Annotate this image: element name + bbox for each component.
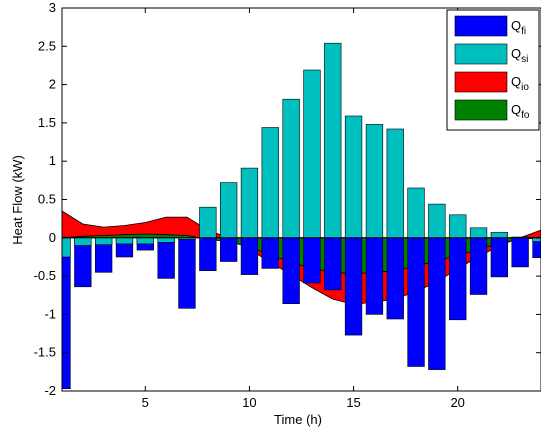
y-tick-label: -2 — [44, 383, 56, 398]
bar-q-si-h3 — [95, 237, 113, 246]
y-tick-label: 0 — [49, 230, 56, 245]
bar-q-fi-h1 — [61, 237, 71, 389]
bar-q-fi-h7 — [178, 237, 196, 309]
y-tick-label: 1.5 — [38, 115, 56, 130]
legend-swatch-q-io — [454, 71, 508, 93]
bar-q-si-h16 — [365, 124, 384, 239]
legend-label-q-fo: Qfo — [511, 102, 530, 121]
bar-q-fi-h22 — [490, 237, 509, 278]
x-tick-label: 20 — [450, 395, 464, 410]
bar-q-fi-h20 — [449, 237, 467, 321]
y-tick-label: 0.5 — [38, 192, 56, 207]
bar-q-si-h20 — [449, 214, 467, 239]
legend-swatch-q-fo — [454, 99, 508, 121]
x-axis-label: Time (h) — [274, 412, 322, 427]
x-tick-label: 15 — [346, 395, 360, 410]
legend: Qfi Qsi Qio Qfo — [446, 9, 540, 131]
bar-q-si-h11 — [261, 127, 279, 239]
bar-q-fi-h12 — [282, 237, 300, 305]
bar-q-fi-h10 — [240, 237, 259, 275]
y-tick-label: -0.5 — [34, 268, 56, 283]
bar-q-si-h8 — [199, 206, 217, 239]
bar-q-fi-h14 — [324, 237, 342, 291]
bar-q-fi-h9 — [220, 237, 238, 262]
bar-q-fi-h8 — [199, 237, 217, 272]
bar-q-si-h19 — [428, 203, 446, 239]
legend-label-q-fi: Qfi — [511, 18, 526, 37]
x-tick-label: 5 — [142, 395, 149, 410]
bar-q-si-h2 — [74, 237, 92, 246]
bar-q-fi-h11 — [261, 237, 279, 269]
bar-q-si-h10 — [240, 167, 259, 239]
bar-q-fi-h13 — [303, 237, 321, 284]
legend-label-q-si: Qsi — [511, 46, 528, 65]
y-tick-label: 3 — [49, 0, 56, 15]
x-tick-label: 10 — [242, 395, 256, 410]
bar-q-si-h1 — [61, 237, 71, 258]
bar-q-fi-h15 — [344, 237, 363, 336]
legend-label-q-io: Qio — [511, 74, 529, 93]
bar-q-si-h9 — [220, 182, 238, 239]
bar-q-si-h13 — [303, 69, 321, 239]
bar-q-si-h5 — [136, 237, 155, 245]
bar-layer — [61, 42, 541, 389]
bar-q-fi-h17 — [386, 237, 404, 320]
bar-q-si-h22 — [490, 232, 509, 239]
bar-q-fi-h19 — [428, 237, 446, 370]
y-tick-label: 2.5 — [38, 38, 56, 53]
y-tick-label: 2 — [49, 77, 56, 92]
bar-q-si-h12 — [282, 98, 300, 239]
bar-q-fi-h21 — [469, 237, 488, 295]
bar-q-si-h14 — [324, 42, 342, 239]
bar-q-fi-h6 — [157, 237, 175, 279]
bar-q-si-h17 — [386, 128, 404, 239]
y-axis-label: Heat Flow (kW) — [10, 155, 25, 245]
y-axis-ticks: -2 -1.5 -1 -0.5 0 0.5 1 1.5 2 2.5 3 — [34, 0, 541, 398]
legend-swatch-q-si — [454, 43, 508, 65]
bar-q-fi-h16 — [365, 237, 384, 315]
bar-q-si-h15 — [344, 115, 363, 239]
y-tick-label: -1.5 — [34, 345, 56, 360]
y-tick-label: 1 — [49, 153, 56, 168]
bar-q-si-h4 — [115, 237, 134, 245]
bar-q-si-h6 — [157, 237, 175, 243]
legend-swatch-q-fi — [454, 15, 508, 37]
bar-q-si-h21 — [469, 227, 488, 239]
x-axis-ticks: 5 10 15 20 — [142, 8, 465, 410]
bar-q-fi-h23 — [511, 237, 529, 268]
bar-q-si-h18 — [407, 187, 425, 239]
y-tick-label: -1 — [44, 306, 56, 321]
bar-q-si-h24 — [532, 237, 541, 242]
bar-q-fi-h18 — [407, 237, 425, 367]
